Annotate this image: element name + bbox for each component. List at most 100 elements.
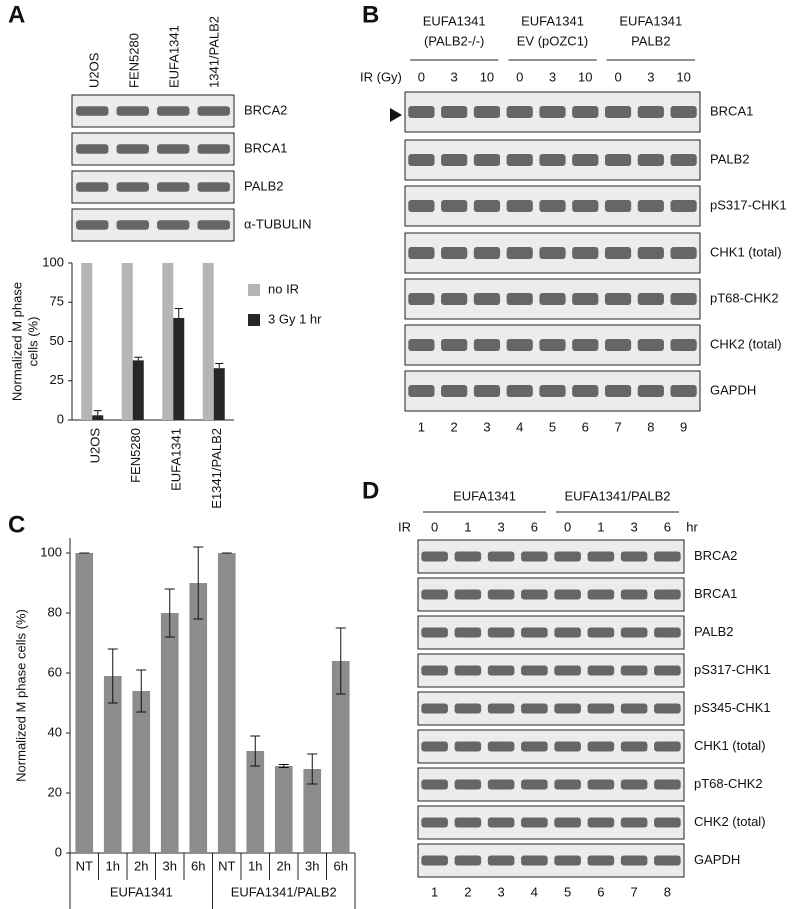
error-bar [93, 410, 102, 416]
band [572, 154, 599, 166]
group-label: EUFA1341 [423, 13, 486, 28]
x-tick-label: 3h [163, 858, 177, 873]
band [604, 339, 632, 351]
blot-label: BRCA2 [694, 548, 737, 563]
x-tick-label: NT [76, 858, 93, 873]
band [620, 665, 648, 676]
group-label: EUFA1341 [619, 13, 682, 28]
error-bar [136, 669, 147, 713]
band [473, 339, 501, 351]
band [454, 779, 482, 790]
y-tick-label: 75 [50, 294, 64, 309]
band [604, 385, 632, 397]
group-label: EUFA1341 [521, 13, 584, 28]
band [554, 817, 581, 828]
lane-number: 4 [516, 419, 523, 434]
y-tick-label: 25 [50, 372, 64, 387]
band [408, 200, 435, 212]
y-axis-label: Normalized M phase [9, 282, 24, 401]
time-label: 1 [464, 519, 471, 534]
band [473, 106, 501, 118]
group-label: EUFA1341 [110, 884, 173, 899]
band [637, 200, 664, 212]
band [506, 247, 533, 259]
band [441, 293, 468, 305]
arrowhead [390, 108, 402, 122]
band [572, 339, 599, 351]
lane-label: EUFA1341 [166, 25, 181, 88]
band [473, 293, 501, 305]
y-tick-label: 60 [48, 664, 62, 679]
band [637, 293, 664, 305]
band [441, 106, 468, 118]
band [421, 589, 448, 600]
blot-label: PALB2 [710, 151, 750, 166]
blot-label: pT68-CHK2 [694, 776, 763, 791]
bar [160, 613, 179, 853]
blot-label: CHK1 (total) [694, 738, 766, 753]
band [604, 247, 632, 259]
band [554, 741, 581, 752]
band [454, 551, 482, 562]
band [521, 551, 548, 562]
band [539, 339, 566, 351]
band [506, 200, 533, 212]
band [487, 741, 515, 752]
lane-number: 5 [549, 419, 556, 434]
x-tick-label: FEN5280 [128, 428, 143, 483]
band [521, 855, 548, 866]
dose-label: 3 [451, 69, 458, 84]
lane-number: 2 [451, 419, 458, 434]
lane-number: 1 [431, 884, 438, 899]
bar [121, 263, 133, 420]
error-bar [107, 648, 118, 704]
blot-label: pS317-CHK1 [694, 662, 771, 677]
band [473, 200, 501, 212]
dose-label: 10 [676, 69, 690, 84]
band [654, 741, 681, 752]
band [620, 627, 648, 638]
band [454, 741, 482, 752]
bar [303, 769, 322, 853]
lane-label: U2OS [86, 52, 101, 88]
band [587, 779, 615, 790]
band [654, 855, 681, 866]
band [604, 106, 632, 118]
panel-letter: D [362, 477, 379, 504]
band [487, 589, 515, 600]
band [441, 247, 468, 259]
dose-label: 10 [578, 69, 592, 84]
band [76, 220, 109, 230]
bar [189, 583, 208, 853]
band [587, 855, 615, 866]
band [521, 817, 548, 828]
band [572, 200, 599, 212]
band [654, 779, 681, 790]
error-bar [307, 753, 318, 785]
band [521, 665, 548, 676]
x-tick-label: 2h [134, 858, 148, 873]
band [116, 182, 149, 192]
panel-letter: B [362, 1, 379, 28]
band [408, 385, 435, 397]
blot-label: CHK1 (total) [710, 244, 782, 259]
y-axis-label: cells (%) [25, 317, 40, 367]
band [539, 106, 566, 118]
blot-label: CHK2 (total) [710, 336, 782, 351]
band [587, 589, 615, 600]
group-label: EUFA1341/PALB2 [565, 488, 671, 503]
blot-label: α-TUBULIN [244, 216, 311, 231]
band [572, 385, 599, 397]
x-tick-label: U2OS [88, 428, 103, 464]
lane-number: 6 [597, 884, 604, 899]
band [604, 200, 632, 212]
blot-label: PALB2 [694, 624, 734, 639]
time-label: 6 [531, 519, 538, 534]
lane-number: 1 [418, 419, 425, 434]
band [441, 385, 468, 397]
band [197, 144, 230, 154]
y-tick-label: 40 [48, 724, 62, 739]
band [487, 627, 515, 638]
dose-label: 3 [647, 69, 654, 84]
band [539, 200, 566, 212]
